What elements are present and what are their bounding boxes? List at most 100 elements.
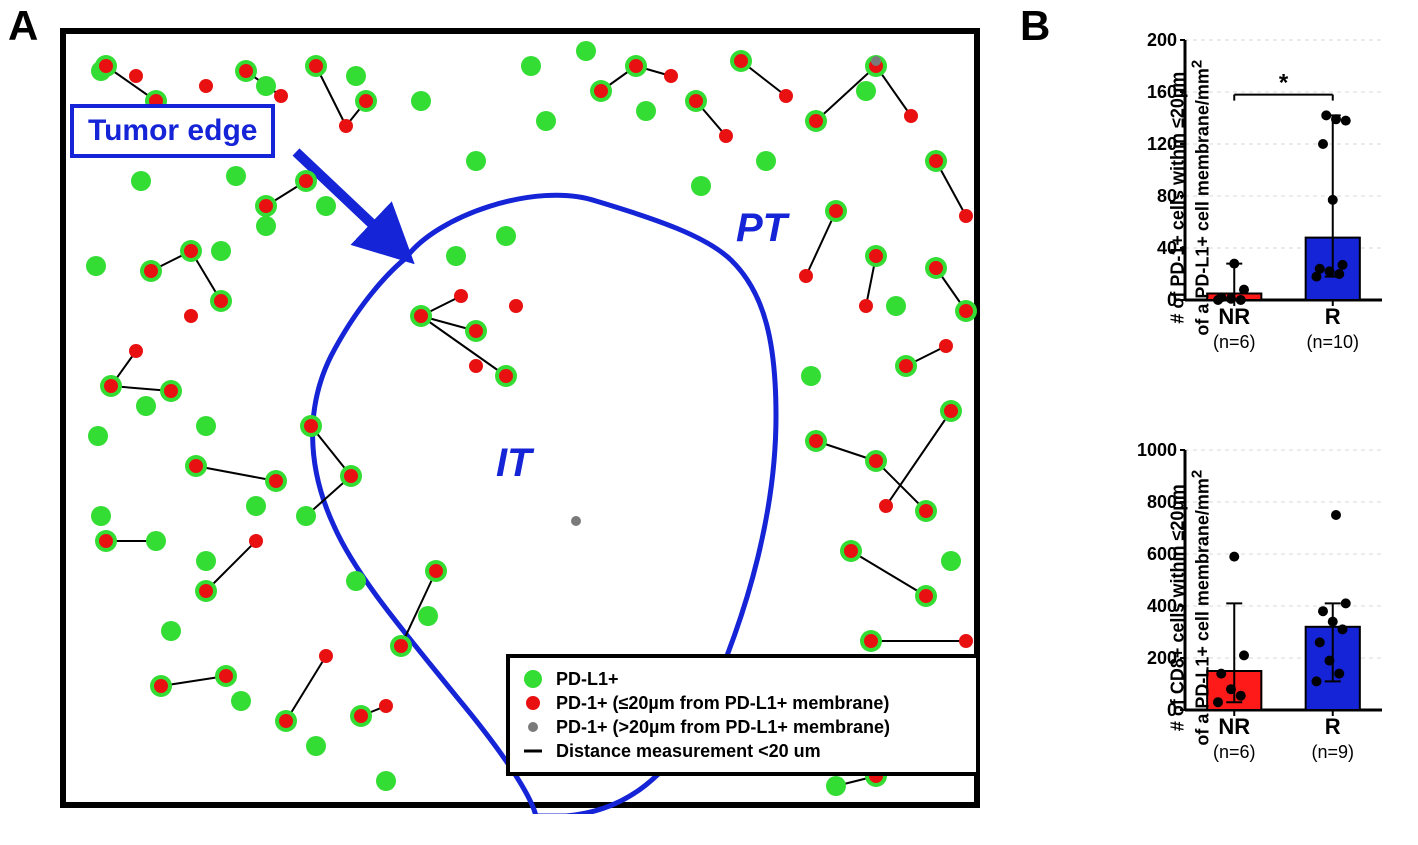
pd1-cell bbox=[129, 69, 143, 83]
pd1-cell-near bbox=[214, 294, 228, 308]
pd1-cell-near bbox=[184, 244, 198, 258]
ytick-label: 1000 bbox=[1137, 440, 1177, 460]
data-point bbox=[1226, 684, 1236, 694]
pdl1-cell bbox=[196, 551, 216, 571]
pd1-cell-near bbox=[734, 54, 748, 68]
n-label: (n=10) bbox=[1306, 332, 1359, 352]
pdl1-cell bbox=[576, 41, 596, 61]
pd1-cell-near bbox=[99, 534, 113, 548]
pd1-cell-near bbox=[629, 59, 643, 73]
distance-edge bbox=[851, 551, 926, 596]
pdl1-cell bbox=[131, 171, 151, 191]
pd1-cell-near bbox=[869, 454, 883, 468]
ylabel-line1: # of CD8+ cells within ≤20µm bbox=[1167, 484, 1187, 731]
pd1-cell-near bbox=[199, 584, 213, 598]
data-point bbox=[1324, 266, 1334, 276]
data-point bbox=[1229, 552, 1239, 562]
y-axis-label: # of CD8+ cells within ≤20µmof a PD-L1+ … bbox=[1167, 468, 1212, 748]
data-point bbox=[1315, 264, 1325, 274]
pd1-cell-near bbox=[809, 114, 823, 128]
pd1-cell-near bbox=[189, 459, 203, 473]
pd1-cell-near bbox=[99, 59, 113, 73]
pd1-cell bbox=[454, 289, 468, 303]
pdl1-cell bbox=[256, 216, 276, 236]
pdl1-cell bbox=[941, 551, 961, 571]
pd1-cell-near bbox=[299, 174, 313, 188]
distance-edge bbox=[286, 656, 326, 721]
pd1-cell-near bbox=[309, 59, 323, 73]
pd1-cell-near bbox=[344, 469, 358, 483]
pd1-cell-near bbox=[154, 679, 168, 693]
data-point bbox=[1236, 691, 1246, 701]
pd1-cell bbox=[904, 109, 918, 123]
legend-text: PD-1+ (>20µm from PD-L1+ membrane) bbox=[556, 717, 890, 738]
pdl1-cell bbox=[346, 66, 366, 86]
data-point bbox=[1341, 116, 1351, 126]
pdl1-cell bbox=[231, 691, 251, 711]
pd1-cell-near bbox=[899, 359, 913, 373]
pdl1-cell bbox=[886, 296, 906, 316]
distance-edge bbox=[886, 411, 951, 506]
pdl1-cell bbox=[496, 226, 516, 246]
data-point bbox=[1324, 656, 1334, 666]
pdl1-cell bbox=[86, 256, 106, 276]
pd1-cell bbox=[959, 209, 973, 223]
legend-swatch-grey bbox=[522, 716, 544, 738]
ylabel-line1: # of PD-1+ cells within ≤20µm bbox=[1167, 72, 1187, 324]
n-label: (n=9) bbox=[1311, 742, 1354, 762]
pd1-cell bbox=[879, 499, 893, 513]
panel-a-legend: PD-L1+PD-1+ (≤20µm from PD-L1+ membrane)… bbox=[506, 654, 980, 776]
pd1-cell-near bbox=[359, 94, 373, 108]
pdl1-cell bbox=[256, 76, 276, 96]
pd1-cell-near bbox=[944, 404, 958, 418]
pd1-cell bbox=[719, 129, 733, 143]
pd1-cell-near bbox=[354, 709, 368, 723]
pd1-cell-near bbox=[304, 419, 318, 433]
pdl1-cell bbox=[418, 606, 438, 626]
category-label: NR bbox=[1218, 714, 1250, 739]
pdl1-cell bbox=[346, 571, 366, 591]
pdl1-cell bbox=[446, 246, 466, 266]
data-point bbox=[1318, 606, 1328, 616]
pdl1-cell bbox=[161, 621, 181, 641]
data-point bbox=[1229, 259, 1239, 269]
pd1-cell-near bbox=[959, 304, 973, 318]
distance-edge bbox=[421, 316, 506, 376]
pd1-cell bbox=[799, 269, 813, 283]
n-label: (n=6) bbox=[1213, 332, 1256, 352]
pdl1-cell bbox=[536, 111, 556, 131]
pdl1-cell bbox=[246, 496, 266, 516]
pdl1-cell bbox=[826, 776, 846, 796]
pd1-cell-near bbox=[869, 249, 883, 263]
region-label-it: IT bbox=[496, 441, 535, 485]
data-point bbox=[1341, 598, 1351, 608]
pdl1-cell bbox=[316, 196, 336, 216]
pd1-cell-near bbox=[919, 504, 933, 518]
pd1-cell-near bbox=[239, 64, 253, 78]
pdl1-cell bbox=[296, 506, 316, 526]
data-point bbox=[1334, 669, 1344, 679]
pd1-cell bbox=[274, 89, 288, 103]
pd1-cell bbox=[664, 69, 678, 83]
legend-swatch-green bbox=[522, 668, 544, 690]
data-point bbox=[1328, 195, 1338, 205]
data-point bbox=[1328, 617, 1338, 627]
pdl1-cell bbox=[411, 91, 431, 111]
pd1-cell-near bbox=[829, 204, 843, 218]
pdl1-cell bbox=[756, 151, 776, 171]
pd1-cell-near bbox=[429, 564, 443, 578]
legend-text: PD-1+ (≤20µm from PD-L1+ membrane) bbox=[556, 693, 889, 714]
pdl1-cell bbox=[521, 56, 541, 76]
data-point bbox=[1216, 292, 1226, 302]
pd1-cell-near bbox=[259, 199, 273, 213]
pd1-cell-near bbox=[394, 639, 408, 653]
pdl1-cell bbox=[636, 101, 656, 121]
pd1-cell-near bbox=[104, 379, 118, 393]
legend-row: PD-1+ (>20µm from PD-L1+ membrane) bbox=[522, 716, 964, 738]
pd1-cell-near bbox=[919, 589, 933, 603]
pd1-cell bbox=[199, 79, 213, 93]
pd1-cell-far bbox=[571, 516, 581, 526]
pdl1-cell bbox=[856, 81, 876, 101]
category-label: R bbox=[1325, 714, 1341, 739]
legend-swatch-red bbox=[522, 692, 544, 714]
